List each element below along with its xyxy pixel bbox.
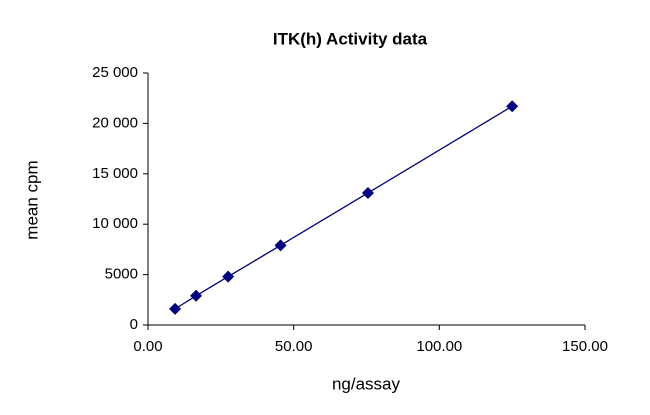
data-point (361, 186, 374, 199)
y-axis-title: mean cpm (22, 160, 41, 239)
y-tick-label: 0 (130, 316, 138, 333)
x-tick-label: 100.00 (416, 338, 462, 355)
y-tick-label: 5000 (105, 266, 138, 283)
y-tick-label: 10 000 (92, 215, 138, 232)
data-point (190, 289, 203, 302)
data-point (274, 239, 287, 252)
data-point (169, 302, 182, 315)
y-tick-label: 20 000 (92, 114, 138, 131)
x-tick-label: 150.00 (562, 338, 608, 355)
x-axis-title: ng/assay (332, 374, 401, 393)
chart-title: ITK(h) Activity data (273, 29, 428, 48)
y-tick-label: 25 000 (92, 64, 138, 81)
data-point (222, 270, 235, 283)
data-point (506, 100, 519, 113)
x-tick-label: 50.00 (275, 338, 313, 355)
y-tick-label: 15 000 (92, 165, 138, 182)
x-tick-label: 0.00 (133, 338, 162, 355)
